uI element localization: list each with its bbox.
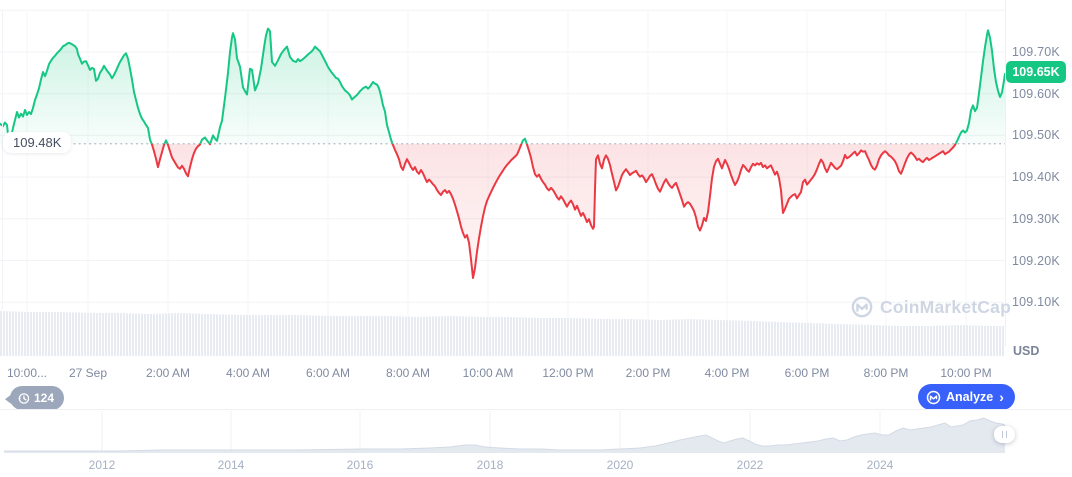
y-axis-tick: 109.60K [1012, 86, 1060, 101]
analyze-label: Analyze [946, 390, 994, 404]
history-count-badge[interactable]: 124 [10, 386, 65, 410]
chevron-right-icon: › [999, 389, 1004, 405]
pause-handle-icon [1005, 431, 1008, 438]
x-axis-tick: 8:00 AM [385, 366, 431, 380]
y-axis-tick: 109.10K [1012, 295, 1060, 310]
x-axis-tick: 8:00 PM [863, 366, 909, 380]
timeline-year-tick: 2018 [476, 458, 504, 472]
x-axis-tick: 10:00... [6, 366, 48, 380]
analyze-button[interactable]: Analyze › [918, 384, 1015, 410]
timeline-brush[interactable] [0, 410, 1072, 456]
timeline-year-tick: 2020 [606, 458, 634, 472]
x-axis-tick: 12:00 PM [542, 366, 594, 380]
x-axis-tick: 2:00 PM [625, 366, 671, 380]
x-axis-tick: 4:00 AM [225, 366, 271, 380]
x-axis-tick: 4:00 PM [704, 366, 750, 380]
y-axis-tick: 109.40K [1012, 170, 1060, 185]
baseline-price-label: 109.48K [3, 132, 72, 153]
timeline-top-border [0, 409, 1072, 410]
brush-resize-handle[interactable] [994, 426, 1015, 443]
price-chart[interactable] [0, 0, 1005, 357]
y-axis-tick: 109.30K [1012, 211, 1060, 226]
x-axis-tick: 27 Sep [68, 366, 108, 380]
y-axis-tick: 109.50K [1012, 128, 1060, 143]
y-axis-tick: 109.70K [1012, 45, 1060, 59]
y-axis-unit-label: USD [1013, 344, 1040, 358]
timeline-year-tick: 2024 [866, 458, 894, 472]
x-axis-tick: 10:00 AM [462, 366, 514, 380]
watermark-logo-icon [851, 296, 873, 318]
plot-left-border [2, 10, 3, 310]
x-axis-tick: 6:00 PM [784, 366, 830, 380]
timeline-year-tick: 2022 [736, 458, 764, 472]
history-count: 124 [34, 391, 55, 405]
timeline-year-tick: 2016 [346, 458, 374, 472]
watermark: CoinMarketCap [851, 296, 1011, 318]
x-axis-tick: 6:00 AM [305, 366, 351, 380]
y-axis-tick: 109.20K [1012, 253, 1060, 268]
current-price-badge: 109.65K [1006, 61, 1066, 83]
x-axis-tick: 2:00 AM [145, 366, 191, 380]
timeline-year-tick: 2012 [88, 458, 116, 472]
timeline-year-tick: 2014 [217, 458, 245, 472]
watermark-brand: CoinMarketCap [880, 296, 1011, 317]
x-axis-tick: 10:00 PM [940, 366, 992, 380]
history-icon [17, 392, 30, 405]
cmc-logo-icon [926, 390, 941, 405]
pause-handle-icon [1001, 431, 1004, 438]
y-axis-divider [1005, 0, 1006, 346]
